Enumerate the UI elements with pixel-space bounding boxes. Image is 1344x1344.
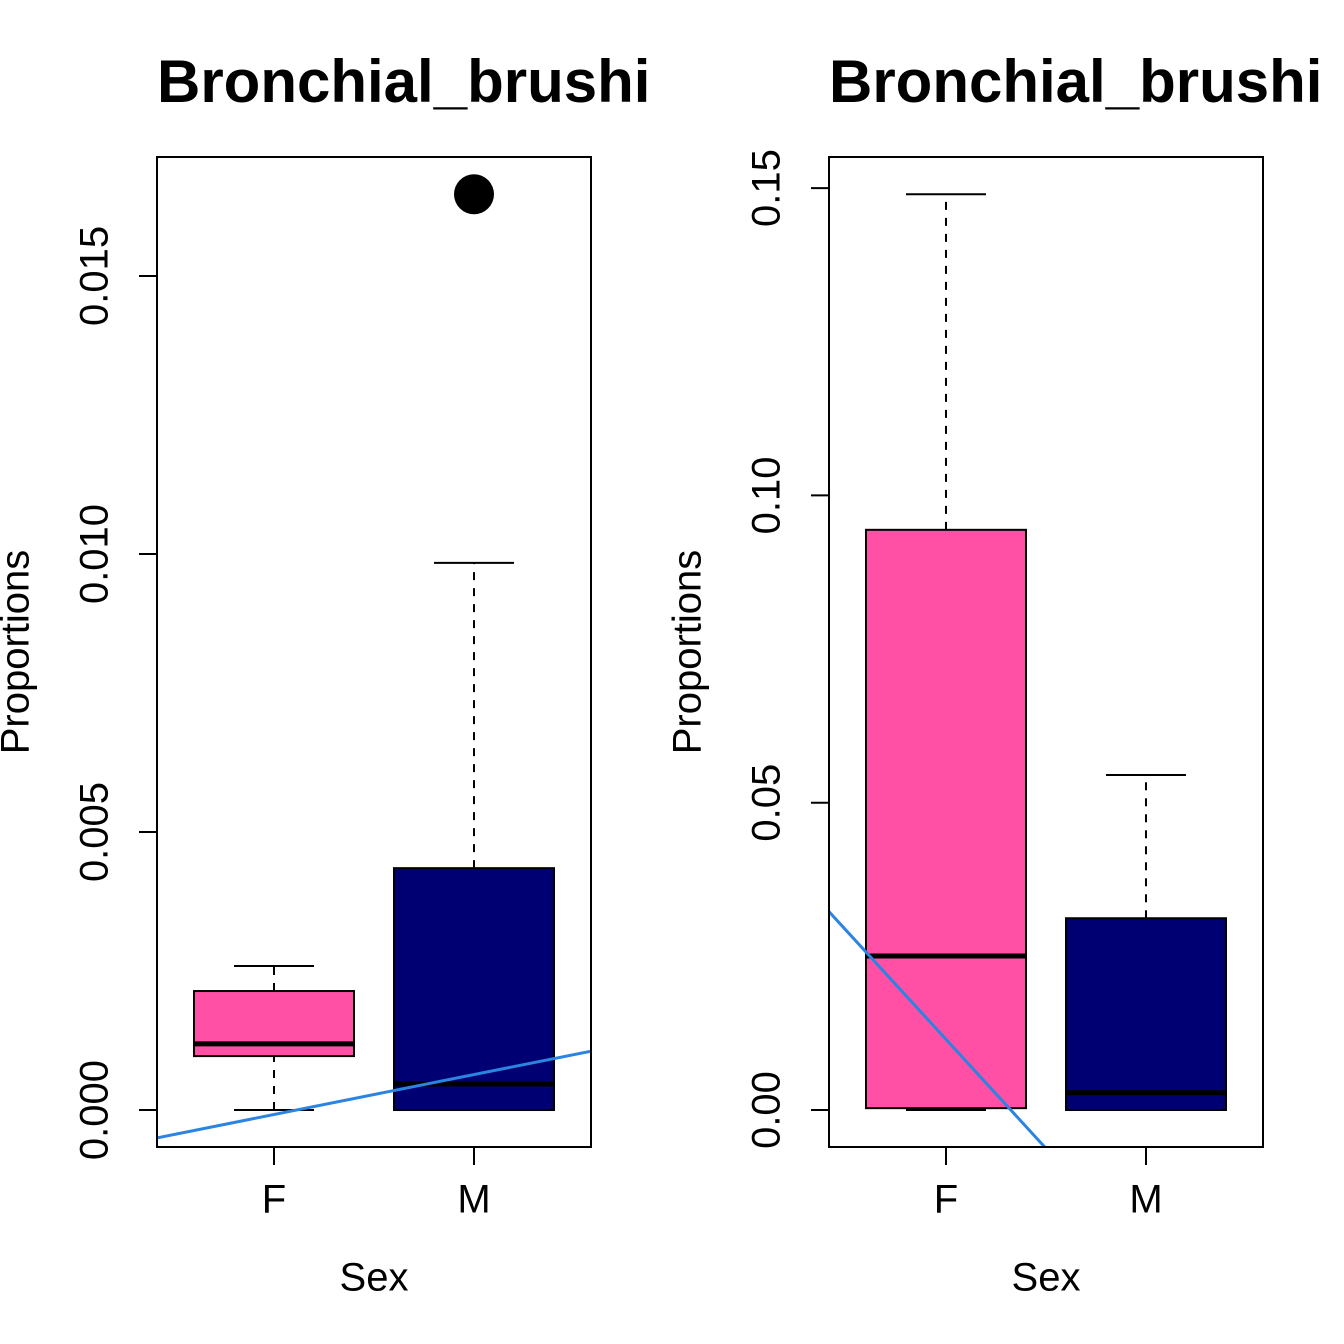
x-tick-label: M [1129,1178,1162,1222]
plot-frame [828,156,1264,1148]
y-tick-label: 0.005 [73,782,117,882]
y-axis-label: Proportions [666,550,710,755]
trend-line [157,1049,591,1140]
x-tick-label: F [262,1178,286,1222]
chart-title: Bronchial_brushi [157,48,650,115]
x-tick-label: F [934,1178,958,1222]
y-tick-label: 0.10 [745,456,789,534]
box [393,867,555,1112]
y-tick-label: 0.010 [73,504,117,604]
y-tick-label: 0.015 [73,226,117,326]
y-tick-label: 0.05 [745,764,789,842]
x-axis-label: Sex [1012,1256,1081,1300]
x-axis-label: Sex [340,1256,409,1300]
outlier [454,174,494,215]
y-tick-label: 0.000 [73,1060,117,1160]
y-tick-label: 0.15 [745,149,789,227]
box [1065,917,1227,1112]
trend-line [829,910,1047,1147]
box [865,528,1027,1110]
x-tick-label: M [457,1178,490,1222]
chart-title: Bronchial_brushi [829,48,1322,115]
y-tick-label: 0.00 [745,1071,789,1149]
plot-frame [156,156,592,1148]
y-axis-label: Proportions [0,550,38,755]
